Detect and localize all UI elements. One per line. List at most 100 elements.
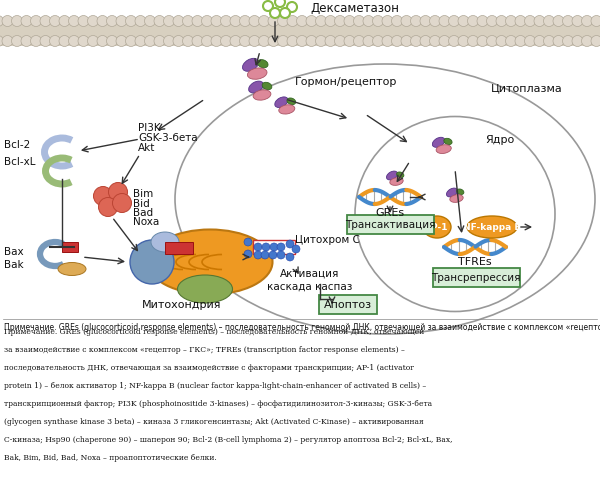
Circle shape (277, 243, 285, 252)
Circle shape (202, 17, 212, 28)
Circle shape (581, 17, 593, 28)
Ellipse shape (457, 189, 464, 195)
Ellipse shape (444, 139, 452, 145)
Circle shape (192, 37, 203, 48)
Circle shape (230, 17, 241, 28)
Circle shape (113, 194, 131, 213)
Circle shape (287, 3, 297, 13)
Ellipse shape (386, 172, 398, 180)
Circle shape (88, 17, 98, 28)
Ellipse shape (178, 276, 233, 304)
Circle shape (268, 17, 279, 28)
Circle shape (363, 17, 374, 28)
Circle shape (244, 250, 252, 259)
Circle shape (591, 37, 600, 48)
Circle shape (94, 187, 113, 206)
Ellipse shape (433, 138, 445, 148)
Circle shape (591, 17, 600, 28)
Circle shape (88, 37, 98, 48)
Circle shape (544, 37, 554, 48)
Circle shape (430, 37, 440, 48)
Text: транскрипционный фактор; PI3K (phosphoinositide 3-kinases) – фосфатидилинозитол-: транскрипционный фактор; PI3K (phosphoin… (4, 399, 432, 407)
Circle shape (410, 17, 422, 28)
Bar (62, 242, 78, 253)
Ellipse shape (287, 99, 296, 105)
Circle shape (373, 17, 383, 28)
Circle shape (278, 37, 289, 48)
Circle shape (263, 2, 273, 12)
Circle shape (59, 37, 70, 48)
Circle shape (280, 9, 290, 19)
Circle shape (211, 17, 222, 28)
Circle shape (173, 17, 184, 28)
Circle shape (21, 17, 32, 28)
Circle shape (154, 37, 165, 48)
Circle shape (11, 17, 23, 28)
Ellipse shape (148, 230, 272, 295)
Ellipse shape (446, 189, 458, 197)
Circle shape (154, 17, 165, 28)
Circle shape (249, 17, 260, 28)
Ellipse shape (450, 195, 463, 203)
Circle shape (373, 37, 383, 48)
Circle shape (335, 17, 346, 28)
Text: Примечание. GREs (glucocorticoid response elements) – последовательность геномно: Примечание. GREs (glucocorticoid respons… (4, 327, 424, 335)
Text: Noxa: Noxa (133, 216, 159, 226)
Text: Примечание. GREs (glucocorticoid response elements) – последовательность геномно: Примечание. GREs (glucocorticoid respons… (4, 322, 600, 331)
Circle shape (287, 37, 298, 48)
Circle shape (97, 37, 108, 48)
Ellipse shape (397, 173, 404, 178)
Circle shape (192, 17, 203, 28)
Circle shape (382, 37, 393, 48)
Text: Bim: Bim (133, 188, 153, 198)
Circle shape (2, 37, 13, 48)
Circle shape (0, 37, 4, 48)
Ellipse shape (247, 69, 267, 80)
Circle shape (544, 17, 554, 28)
Circle shape (487, 37, 497, 48)
Bar (0, 22, 600, 47)
Circle shape (125, 17, 137, 28)
Circle shape (182, 17, 194, 28)
Circle shape (182, 37, 194, 48)
Text: Bid: Bid (133, 198, 150, 208)
Circle shape (239, 17, 251, 28)
Text: Цитохром С: Цитохром С (295, 234, 360, 244)
FancyBboxPatch shape (319, 295, 377, 314)
Circle shape (563, 17, 574, 28)
Text: С-киназа; Hsp90 (chaperone 90) – шаперон 90; Bcl-2 (B-cell lymphoma 2) – регулят: С-киназа; Hsp90 (chaperone 90) – шаперон… (4, 435, 452, 443)
Circle shape (107, 37, 118, 48)
Circle shape (97, 17, 108, 28)
Circle shape (31, 37, 41, 48)
Circle shape (392, 37, 403, 48)
Text: GREs: GREs (376, 207, 404, 217)
Circle shape (173, 37, 184, 48)
Bar (253, 240, 295, 255)
Circle shape (287, 17, 298, 28)
Circle shape (382, 17, 393, 28)
Text: Апоптоз: Апоптоз (324, 300, 372, 310)
Circle shape (78, 17, 89, 28)
Circle shape (239, 37, 251, 48)
Circle shape (230, 37, 241, 48)
Circle shape (68, 37, 80, 48)
Circle shape (21, 37, 32, 48)
Circle shape (496, 37, 507, 48)
Circle shape (145, 37, 155, 48)
Circle shape (467, 37, 479, 48)
Circle shape (430, 17, 440, 28)
Text: Ядро: Ядро (485, 135, 515, 145)
Circle shape (515, 37, 526, 48)
Circle shape (581, 37, 593, 48)
Circle shape (259, 17, 269, 28)
Ellipse shape (423, 216, 451, 238)
Circle shape (11, 37, 23, 48)
Circle shape (524, 37, 536, 48)
Circle shape (275, 0, 285, 8)
FancyBboxPatch shape (433, 268, 520, 287)
Circle shape (353, 17, 365, 28)
Text: protein 1) – белок активатор 1; NF-kappa B (nuclear factor kappa-light-chain-enh: protein 1) – белок активатор 1; NF-kappa… (4, 381, 426, 389)
Circle shape (353, 37, 365, 48)
Circle shape (109, 183, 128, 202)
Circle shape (477, 17, 488, 28)
